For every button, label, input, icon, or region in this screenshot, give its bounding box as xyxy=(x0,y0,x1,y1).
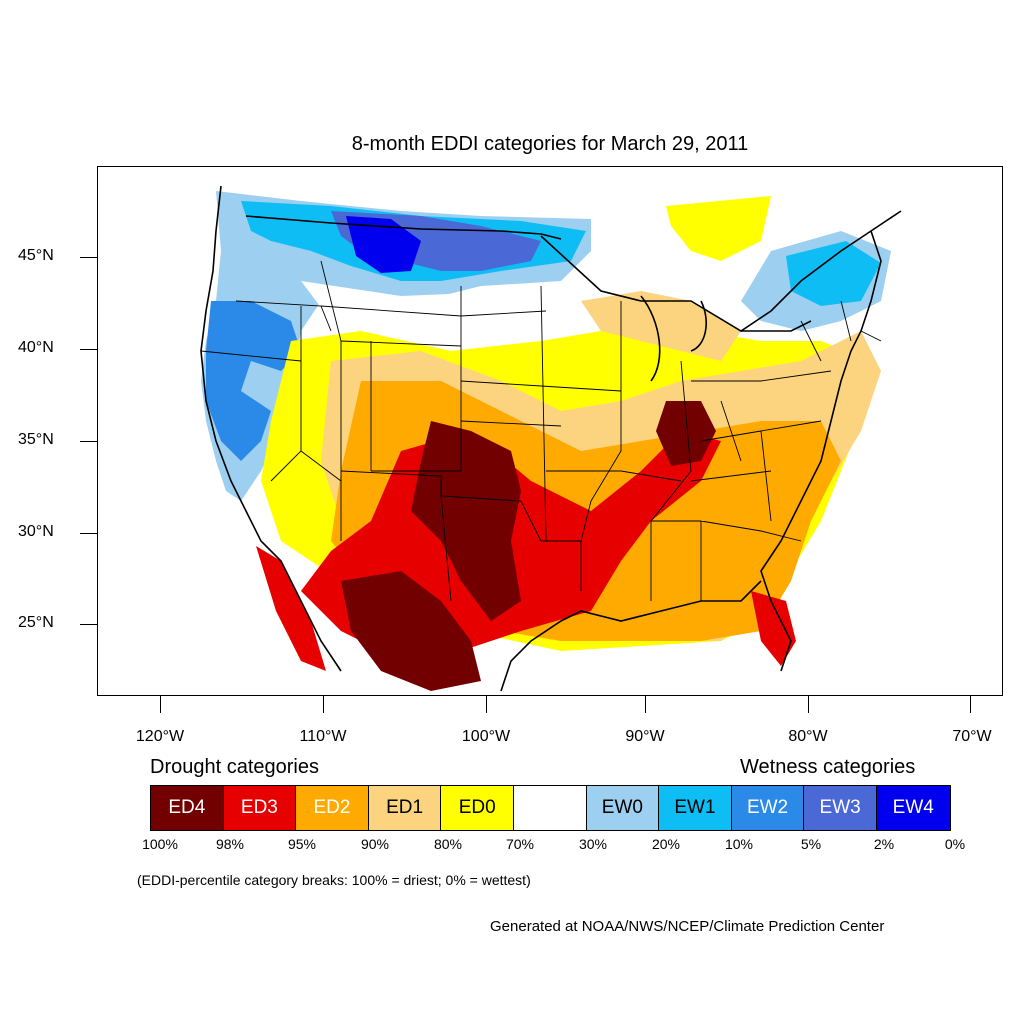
x-tick-label: 100°W xyxy=(461,728,511,745)
x-tick-label: 80°W xyxy=(788,728,828,745)
legend-swatch-ew1: EW1 xyxy=(659,786,732,830)
y-tick-label: 45°N xyxy=(18,247,54,264)
percent-break: 80% xyxy=(433,836,463,852)
percent-break: 90% xyxy=(360,836,390,852)
percent-break: 100% xyxy=(142,836,178,852)
percent-break: 2% xyxy=(873,836,895,852)
dry-region-ed0-north xyxy=(666,196,771,261)
legend-label: ED4 xyxy=(168,797,206,818)
x-tick-mark xyxy=(160,696,161,713)
y-tick-label: 25°N xyxy=(18,614,54,631)
map-title: 8-month EDDI categories for March 29, 20… xyxy=(351,133,749,155)
legend-swatch-ed3: ED3 xyxy=(223,786,297,830)
dry-region-ed3-baja xyxy=(256,546,326,671)
y-tick-label: 30°N xyxy=(18,523,54,540)
x-tick-mark xyxy=(970,696,971,713)
legend-swatch-ew3: EW3 xyxy=(804,786,877,830)
y-tick-mark xyxy=(80,533,97,534)
x-tick-mark xyxy=(486,696,487,713)
neutral-region xyxy=(301,281,601,351)
legend-swatch-ed1: ED1 xyxy=(368,786,442,830)
drought-categories-heading: Drought categories xyxy=(150,756,319,778)
legend-swatch-ew0: EW0 xyxy=(586,786,660,830)
legend-swatch-ed0: ED0 xyxy=(441,786,514,830)
legend-label: EW1 xyxy=(674,797,716,818)
x-tick-label: 90°W xyxy=(625,728,665,745)
legend-swatch-ew4: EW4 xyxy=(876,786,950,830)
wet-region-ew2-coast xyxy=(206,301,301,461)
percent-break: 30% xyxy=(578,836,608,852)
y-tick-mark xyxy=(80,624,97,625)
y-tick-mark xyxy=(80,349,97,350)
percent-break: 95% xyxy=(287,836,317,852)
y-tick-label: 40°N xyxy=(18,339,54,356)
legend-label: EW4 xyxy=(892,797,934,818)
x-tick-mark xyxy=(645,696,646,713)
percent-break: 5% xyxy=(800,836,822,852)
x-tick-label: 120°W xyxy=(135,728,185,745)
legend-label: EW3 xyxy=(819,797,861,818)
coastlines xyxy=(200,185,902,692)
dry-region-ed4-mexico xyxy=(341,571,481,691)
dry-region-ed4-ohio xyxy=(656,401,716,466)
y-tick-label: 35°N xyxy=(18,431,54,448)
x-tick-mark xyxy=(808,696,809,713)
legend-label: ED0 xyxy=(458,797,496,818)
legend-footnote: (EDDI-percentile category breaks: 100% =… xyxy=(137,872,531,888)
dry-region-ed3-florida xyxy=(751,591,796,666)
percent-break: 20% xyxy=(651,836,681,852)
x-tick-label: 70°W xyxy=(952,728,992,745)
legend-swatch-ew2: EW2 xyxy=(731,786,805,830)
x-tick-label: 110°W xyxy=(299,728,347,745)
x-tick-mark xyxy=(323,696,324,713)
legend-label: ED2 xyxy=(313,797,351,818)
percent-break: 10% xyxy=(724,836,754,852)
state-borders xyxy=(200,260,882,602)
eddi-map xyxy=(200,185,902,692)
category-legend: ED4 ED3 ED2 ED1 ED0 EW0 EW1 EW2 EW3 EW4 xyxy=(150,785,951,831)
legend-swatch-ed2: ED2 xyxy=(296,786,369,830)
y-tick-mark xyxy=(80,257,97,258)
legend-label: ED1 xyxy=(386,797,424,818)
wet-region-ew4 xyxy=(346,216,421,273)
legend-swatch-neutral xyxy=(513,786,587,830)
credit-line: Generated at NOAA/NWS/NCEP/Climate Predi… xyxy=(490,918,885,935)
y-tick-mark xyxy=(80,441,97,442)
legend-swatch-ed4: ED4 xyxy=(151,786,224,830)
legend-label: EW2 xyxy=(746,797,789,818)
percent-break: 98% xyxy=(215,836,245,852)
map-panel xyxy=(97,166,1003,696)
percent-break: 0% xyxy=(944,836,966,852)
percent-break: 70% xyxy=(505,836,535,852)
wet-region-northeast-ew1 xyxy=(786,241,881,306)
legend-label: ED3 xyxy=(240,797,278,818)
legend-label: EW0 xyxy=(601,797,643,818)
wetness-categories-heading: Wetness categories xyxy=(740,756,916,778)
